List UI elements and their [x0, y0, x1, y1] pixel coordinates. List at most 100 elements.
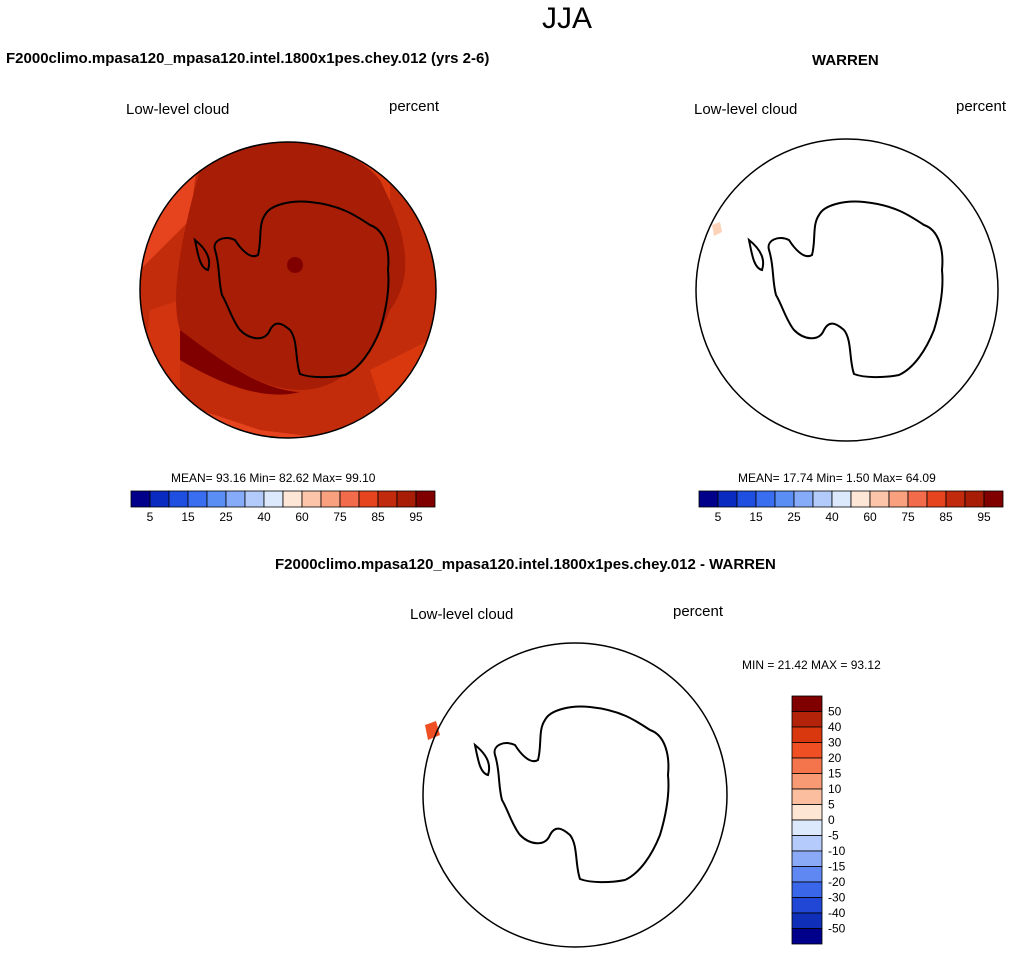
obs-colorbar-tick-label: 5 [715, 510, 722, 524]
test-colorbar-tick-label: 15 [181, 510, 195, 524]
test-colorbar-swatch [282, 490, 303, 508]
test-stats: MEAN= 93.16 Min= 82.62 Max= 99.10 [171, 471, 376, 485]
diff-stats: MIN = 21.42 MAX = 93.12 [742, 658, 881, 672]
test-colorbar-tick-label: 60 [295, 510, 309, 524]
test-variable-label: Low-level cloud [126, 101, 230, 118]
diff-colorbar-tick-label: -40 [828, 906, 846, 920]
diff-colorbar-tick-label: 15 [828, 767, 842, 781]
season-title: JJA [541, 2, 592, 35]
diff-colorbar-tick-label: -15 [828, 860, 846, 874]
diff-variable-label: Low-level cloud [410, 606, 514, 623]
test-colorbar-swatch [339, 490, 360, 508]
diff-colorbar-tick-label: 30 [828, 736, 842, 750]
diff-colorbar-swatch [791, 835, 823, 852]
test-colorbar-tick-label: 25 [219, 510, 233, 524]
antarctica-coastline [473, 705, 670, 884]
obs-colorbar-swatch [717, 490, 738, 508]
obs-colorbar-swatch [698, 490, 719, 508]
obs-colorbar-swatch [888, 490, 909, 508]
test-colorbar-tick-label: 75 [333, 510, 347, 524]
obs-colorbar-tick-label: 95 [977, 510, 991, 524]
test-units-label: percent [389, 98, 440, 115]
obs-colorbar-swatch [812, 490, 833, 508]
obs-colorbar-tick-label: 15 [749, 510, 763, 524]
obs-colorbar-swatch [869, 490, 890, 508]
diff-map-boundary [422, 642, 728, 948]
test-colorbar-tick-label: 85 [371, 510, 385, 524]
diff-colorbar-tick-label: 50 [828, 705, 842, 719]
obs-colorbar-swatch [850, 490, 871, 508]
test-colorbar-swatch [130, 490, 151, 508]
diff-colorbar-swatch [791, 866, 823, 883]
test-colorbar-tick-label: 95 [409, 510, 423, 524]
obs-colorbar-swatch [831, 490, 852, 508]
diff-colorbar-swatch [791, 881, 823, 898]
test-colorbar-swatch [187, 490, 208, 508]
diff-units-label: percent [673, 603, 724, 620]
diff-colorbar-tick-label: -20 [828, 875, 846, 889]
test-colorbar-swatch [149, 490, 170, 508]
obs-colorbar-swatch [907, 490, 928, 508]
diff-colorbar-swatch [791, 773, 823, 790]
obs-panel-title: WARREN [812, 52, 879, 69]
test-colorbar-swatch [358, 490, 379, 508]
obs-colorbar-swatch [736, 490, 757, 508]
diff-colorbar-tick-label: 0 [828, 813, 835, 827]
diff-colorbar-swatch [791, 850, 823, 867]
test-colorbar: 5 15 25 40 60 75 85 95 [130, 490, 436, 524]
diff-colorbar-swatch [791, 757, 823, 774]
diff-colorbar-tick-label: 5 [828, 798, 835, 812]
test-colorbar-swatch [415, 490, 436, 508]
test-colorbar-swatch [263, 490, 284, 508]
diff-panel-title: F2000climo.mpasa120_mpasa120.intel.1800x… [275, 556, 776, 573]
obs-colorbar-tick-label: 85 [939, 510, 953, 524]
diff-colorbar-swatch [791, 928, 823, 945]
diff-polar-map [422, 642, 728, 948]
test-polar-map [139, 141, 437, 439]
test-colorbar-tick-label: 40 [257, 510, 271, 524]
diff-colorbar-tick-label: -50 [828, 922, 846, 936]
diff-colorbar-swatch [791, 711, 823, 728]
obs-colorbar-swatch [774, 490, 795, 508]
obs-colorbar-tick-label: 25 [787, 510, 801, 524]
test-colorbar-swatch [301, 490, 322, 508]
diff-colorbar-swatch [791, 897, 823, 914]
diff-colorbar-tick-label: 20 [828, 751, 842, 765]
diff-colorbar-tick-label: 10 [828, 782, 842, 796]
obs-units-label: percent [956, 98, 1007, 115]
obs-stats: MEAN= 17.74 Min= 1.50 Max= 64.09 [738, 471, 936, 485]
test-panel-title: F2000climo.mpasa120_mpasa120.intel.1800x… [6, 50, 490, 67]
test-colorbar-swatch [377, 490, 398, 508]
diff-colorbar-tick-label: -30 [828, 891, 846, 905]
obs-colorbar-swatch [926, 490, 947, 508]
obs-colorbar-swatch [945, 490, 966, 508]
diff-colorbar-swatch [791, 912, 823, 929]
diff-colorbar-tick-label: -10 [828, 844, 846, 858]
test-map-boundary [139, 141, 437, 439]
test-colorbar-swatch [225, 490, 246, 508]
test-colorbar-swatch [396, 490, 417, 508]
obs-variable-label: Low-level cloud [694, 101, 798, 118]
diff-colorbar-swatch [791, 726, 823, 743]
diff-colorbar-tick-label: 40 [828, 720, 842, 734]
test-colorbar-swatch [320, 490, 341, 508]
test-colorbar-swatch [244, 490, 265, 508]
obs-colorbar-tick-label: 40 [825, 510, 839, 524]
antarctica-coastline [747, 200, 944, 379]
obs-colorbar-swatch [964, 490, 985, 508]
obs-colorbar-tick-label: 60 [863, 510, 877, 524]
obs-colorbar-swatch [755, 490, 776, 508]
diff-colorbar-tick-label: -5 [828, 829, 839, 843]
obs-colorbar-swatch [793, 490, 814, 508]
diff-colorbar-swatch [791, 788, 823, 805]
obs-colorbar: 5 15 25 40 60 75 85 95 [698, 490, 1004, 524]
antarctica-coastline [193, 200, 390, 379]
test-colorbar-swatch [206, 490, 227, 508]
obs-polar-map [695, 138, 999, 442]
obs-colorbar-swatch [983, 490, 1004, 508]
test-colorbar-swatch [168, 490, 189, 508]
obs-map-boundary [695, 138, 999, 442]
diff-colorbar-swatch [791, 742, 823, 759]
diff-colorbar-swatch [791, 804, 823, 821]
diff-colorbar-swatch [791, 695, 823, 712]
